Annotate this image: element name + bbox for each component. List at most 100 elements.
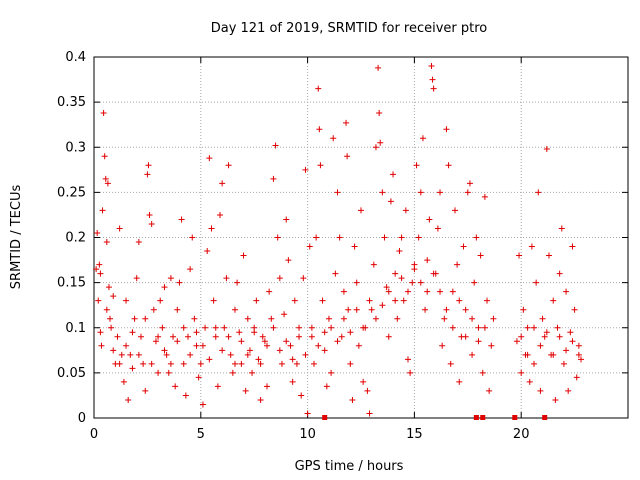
data-point	[123, 297, 130, 304]
data-point	[417, 189, 424, 196]
data-point	[573, 374, 580, 381]
data-point	[518, 369, 525, 376]
data-point	[545, 252, 552, 259]
data-point	[123, 342, 130, 349]
data-point	[135, 351, 142, 358]
data-point	[108, 324, 115, 331]
data-point	[343, 119, 350, 126]
data-point	[475, 338, 482, 345]
data-point	[366, 297, 373, 304]
data-point	[400, 297, 407, 304]
data-point	[208, 225, 215, 232]
data-point	[535, 189, 542, 196]
data-point	[249, 369, 256, 376]
data-point	[332, 270, 339, 277]
data-point	[336, 234, 343, 241]
data-point	[184, 333, 191, 340]
data-point	[311, 360, 318, 367]
data-point	[274, 234, 281, 241]
data-point	[105, 284, 112, 291]
grid	[94, 57, 628, 418]
data-point	[539, 315, 546, 322]
data-point	[159, 324, 166, 331]
data-point	[550, 297, 557, 304]
data-point	[451, 207, 458, 214]
data-point	[563, 288, 570, 295]
data-point	[443, 126, 450, 133]
data-point	[189, 234, 196, 241]
data-point	[246, 347, 253, 354]
data-point	[148, 360, 155, 367]
data-point	[127, 351, 134, 358]
data-point	[104, 180, 111, 187]
data-point	[199, 401, 206, 408]
data-point	[157, 297, 164, 304]
data-point	[306, 243, 313, 250]
data-point	[481, 193, 488, 200]
data-point	[242, 387, 249, 394]
data-point	[221, 324, 228, 331]
data-point	[541, 333, 548, 340]
data-point	[569, 338, 576, 345]
data-point	[481, 324, 488, 331]
data-point	[469, 351, 476, 358]
data-point	[364, 387, 371, 394]
data-point	[473, 234, 480, 241]
data-point	[167, 360, 174, 367]
x-tick-label: 20	[513, 427, 530, 442]
data-point	[449, 288, 456, 295]
data-point	[140, 360, 147, 367]
data-point	[285, 257, 292, 264]
data-point	[328, 324, 335, 331]
data-point	[434, 225, 441, 232]
data-point	[116, 225, 123, 232]
data-point	[533, 279, 540, 286]
data-point	[372, 315, 379, 322]
data-point	[447, 360, 454, 367]
data-point	[462, 306, 469, 313]
data-point	[366, 410, 373, 417]
data-point	[392, 297, 399, 304]
data-point	[437, 189, 444, 196]
data-point	[107, 315, 114, 322]
data-point	[308, 333, 315, 340]
y-tick-label: 0.15	[57, 276, 86, 291]
data-point	[264, 383, 271, 390]
data-point	[199, 342, 206, 349]
data-point	[360, 324, 367, 331]
data-point	[236, 329, 243, 336]
data-point	[398, 234, 405, 241]
data-point	[466, 180, 473, 187]
zero-marker	[542, 415, 548, 420]
data-point	[543, 329, 550, 336]
data-point	[404, 288, 411, 295]
data-point	[261, 338, 268, 345]
data-point	[142, 315, 149, 322]
data-point	[409, 279, 416, 286]
data-point	[180, 324, 187, 331]
y-tick-label: 0.25	[57, 185, 86, 200]
data-point	[270, 324, 277, 331]
data-point	[569, 243, 576, 250]
data-point	[429, 76, 436, 83]
data-point	[172, 383, 179, 390]
zero-marker	[512, 415, 518, 420]
data-point	[516, 252, 523, 259]
x-tick-label: 10	[299, 427, 316, 442]
data-point	[394, 315, 401, 322]
data-point	[225, 162, 232, 169]
data-point	[571, 306, 578, 313]
data-point	[338, 333, 345, 340]
data-point	[180, 360, 187, 367]
data-point	[193, 329, 200, 336]
data-point	[556, 333, 563, 340]
data-point	[392, 270, 399, 277]
data-point	[486, 387, 493, 394]
data-point	[98, 342, 105, 349]
data-point	[537, 387, 544, 394]
data-point	[351, 243, 358, 250]
data-point	[219, 347, 226, 354]
data-point	[187, 266, 194, 273]
data-point	[278, 360, 285, 367]
data-point	[176, 279, 183, 286]
